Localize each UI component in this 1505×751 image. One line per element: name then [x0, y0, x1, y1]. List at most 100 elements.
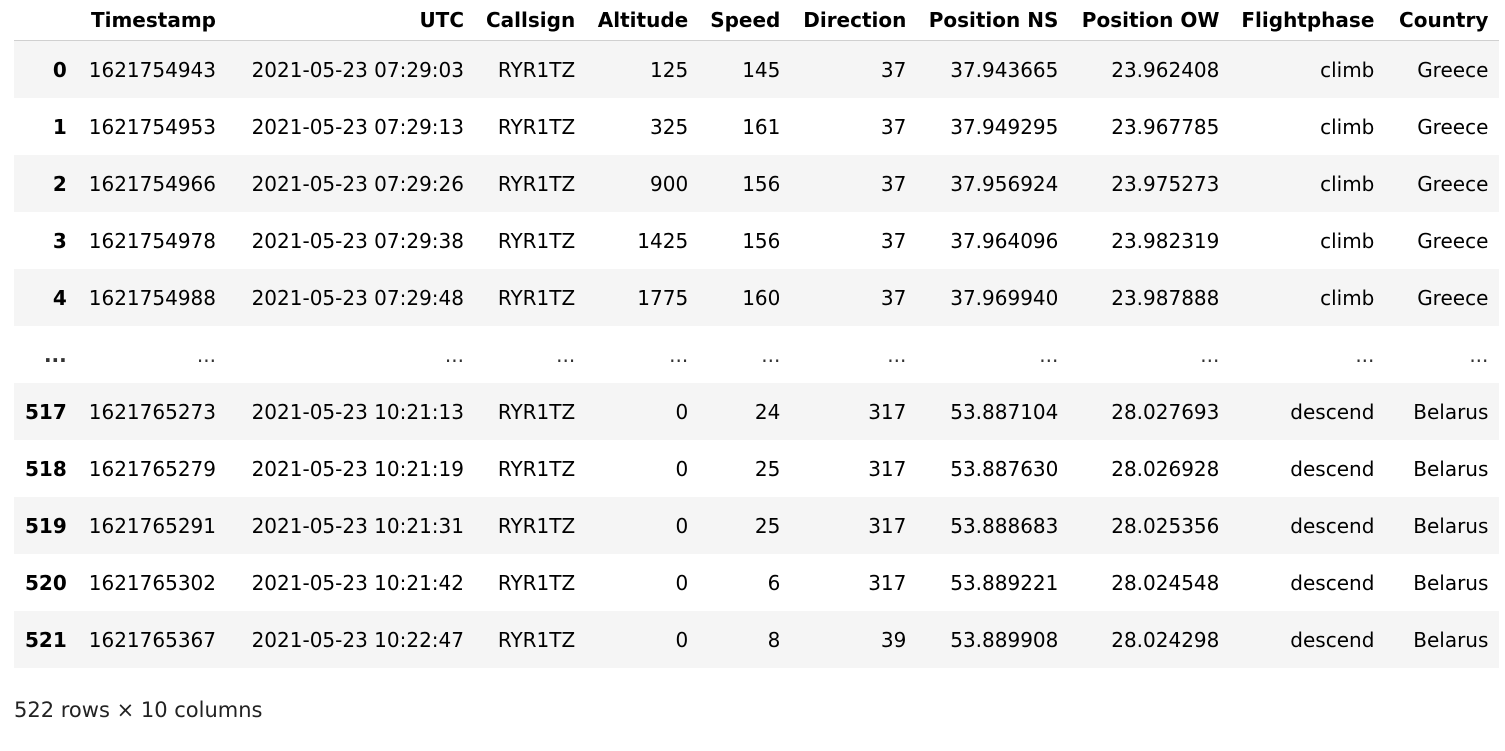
utc-cell: 2021-05-23 10:22:47 [251, 627, 464, 652]
utc-cell: 2021-05-23 07:29:03 [251, 57, 464, 82]
timestamp-cell: 1621765367 [88, 627, 216, 652]
direction-cell: 317 [868, 456, 907, 481]
position-ow-cell: 28.026928 [1111, 456, 1220, 481]
speed-cell: 156 [742, 228, 781, 253]
table-row: 1 1621754953 2021-05-23 07:29:13 RYR1TZ 325 1… [14, 98, 1500, 155]
speed-cell: 8 [767, 627, 781, 652]
country-cell: Greece [1417, 57, 1489, 82]
direction-cell: 37 [880, 114, 907, 139]
table-header: Timestamp UTC Callsign Altitude Speed Di… [14, 0, 1500, 41]
column-header-position-ns: Position NS [917, 0, 1070, 41]
row-index: 519 [25, 513, 67, 538]
callsign-cell: RYR1TZ [497, 627, 576, 652]
timestamp-cell: 1621765273 [88, 399, 216, 424]
row-index: 521 [25, 627, 67, 652]
flightphase-cell: climb [1320, 171, 1375, 196]
table-row: 2 1621754966 2021-05-23 07:29:26 RYR1TZ 900 1… [14, 155, 1500, 212]
direction-cell: 37 [880, 57, 907, 82]
altitude-cell: 1425 [637, 228, 689, 253]
flightphase-cell: descend [1290, 570, 1375, 595]
country-cell: Belarus [1413, 627, 1489, 652]
position-ns-cell: ... [1039, 342, 1059, 367]
country-cell: Belarus [1413, 456, 1489, 481]
table-row: 0 1621754943 2021-05-23 07:29:03 RYR1TZ 125 1… [14, 40, 1500, 98]
position-ow-cell: 28.024298 [1111, 627, 1220, 652]
altitude-cell: 0 [675, 627, 689, 652]
column-header-timestamp: Timestamp [77, 0, 227, 41]
row-index: 3 [52, 228, 67, 253]
row-index: 518 [25, 456, 67, 481]
speed-cell: ... [761, 342, 781, 367]
timestamp-cell: 1621754966 [88, 171, 216, 196]
callsign-cell: RYR1TZ [497, 171, 576, 196]
row-index: 0 [52, 57, 67, 82]
country-cell: Greece [1417, 114, 1489, 139]
column-header-country: Country [1385, 0, 1500, 41]
table-row: 519 1621765291 2021-05-23 10:21:31 RYR1TZ 0 2… [14, 497, 1500, 554]
callsign-cell: RYR1TZ [497, 285, 576, 310]
column-header-callsign: Callsign [475, 0, 587, 41]
flightphase-cell: climb [1320, 228, 1375, 253]
table-body: 0 1621754943 2021-05-23 07:29:03 RYR1TZ 125 1… [14, 40, 1500, 668]
speed-cell: 156 [742, 171, 781, 196]
index-header [14, 0, 78, 41]
timestamp-cell: 1621765291 [88, 513, 216, 538]
direction-cell: 37 [880, 171, 907, 196]
altitude-cell: 325 [650, 114, 689, 139]
position-ns-cell: 37.969940 [950, 285, 1059, 310]
country-cell: Greece [1417, 171, 1489, 196]
country-cell: Greece [1417, 228, 1489, 253]
position-ow-cell: 28.024548 [1111, 570, 1220, 595]
utc-cell: ... [444, 342, 464, 367]
table-row: 517 1621765273 2021-05-23 10:21:13 RYR1TZ 0 2… [14, 383, 1500, 440]
position-ow-cell: 28.027693 [1111, 399, 1220, 424]
direction-cell: 39 [880, 627, 907, 652]
callsign-cell: RYR1TZ [497, 399, 576, 424]
callsign-cell: RYR1TZ [497, 513, 576, 538]
direction-cell: 317 [868, 570, 907, 595]
position-ns-cell: 53.888683 [950, 513, 1059, 538]
altitude-cell: 0 [675, 570, 689, 595]
direction-cell: 37 [880, 285, 907, 310]
position-ns-cell: 53.889908 [950, 627, 1059, 652]
position-ow-cell: ... [1200, 342, 1220, 367]
position-ns-cell: 53.887104 [950, 399, 1059, 424]
speed-cell: 25 [754, 456, 781, 481]
dataframe-output: Timestamp UTC Callsign Altitude Speed Di… [14, 0, 1500, 668]
table-row: 3 1621754978 2021-05-23 07:29:38 RYR1TZ 1425… [14, 212, 1500, 269]
utc-cell: 2021-05-23 10:21:42 [251, 570, 464, 595]
table-row: 521 1621765367 2021-05-23 10:22:47 RYR1TZ 0 8… [14, 611, 1500, 668]
timestamp-cell: 1621765279 [88, 456, 216, 481]
position-ow-cell: 23.975273 [1111, 171, 1220, 196]
flightphase-cell: descend [1290, 627, 1375, 652]
country-cell: Belarus [1413, 399, 1489, 424]
callsign-cell: RYR1TZ [497, 228, 576, 253]
flightphase-cell: ... [1355, 342, 1375, 367]
row-index: 520 [25, 570, 67, 595]
column-header-altitude: Altitude [586, 0, 700, 41]
column-header-speed: Speed [699, 0, 792, 41]
country-cell: Greece [1417, 285, 1489, 310]
row-index: 2 [52, 171, 67, 196]
dataframe-shape-info: 522 rows × 10 columns [14, 698, 263, 722]
position-ow-cell: 23.962408 [1111, 57, 1220, 82]
row-index: 4 [52, 285, 67, 310]
country-cell: ... [1469, 342, 1489, 367]
flightphase-cell: climb [1320, 57, 1375, 82]
utc-cell: 2021-05-23 07:29:26 [251, 171, 464, 196]
timestamp-cell: 1621754988 [88, 285, 216, 310]
column-header-utc: UTC [227, 0, 475, 41]
position-ns-cell: 37.949295 [950, 114, 1059, 139]
flightphase-cell: climb [1320, 114, 1375, 139]
utc-cell: 2021-05-23 07:29:48 [251, 285, 464, 310]
callsign-cell: RYR1TZ [497, 570, 576, 595]
timestamp-cell: 1621754943 [88, 57, 216, 82]
direction-cell: ... [887, 342, 907, 367]
utc-cell: 2021-05-23 10:21:19 [251, 456, 464, 481]
altitude-cell: 0 [675, 513, 689, 538]
speed-cell: 161 [742, 114, 781, 139]
column-header-position-ow: Position OW [1069, 0, 1231, 41]
speed-cell: 145 [742, 57, 781, 82]
altitude-cell: 1775 [637, 285, 689, 310]
direction-cell: 317 [868, 399, 907, 424]
